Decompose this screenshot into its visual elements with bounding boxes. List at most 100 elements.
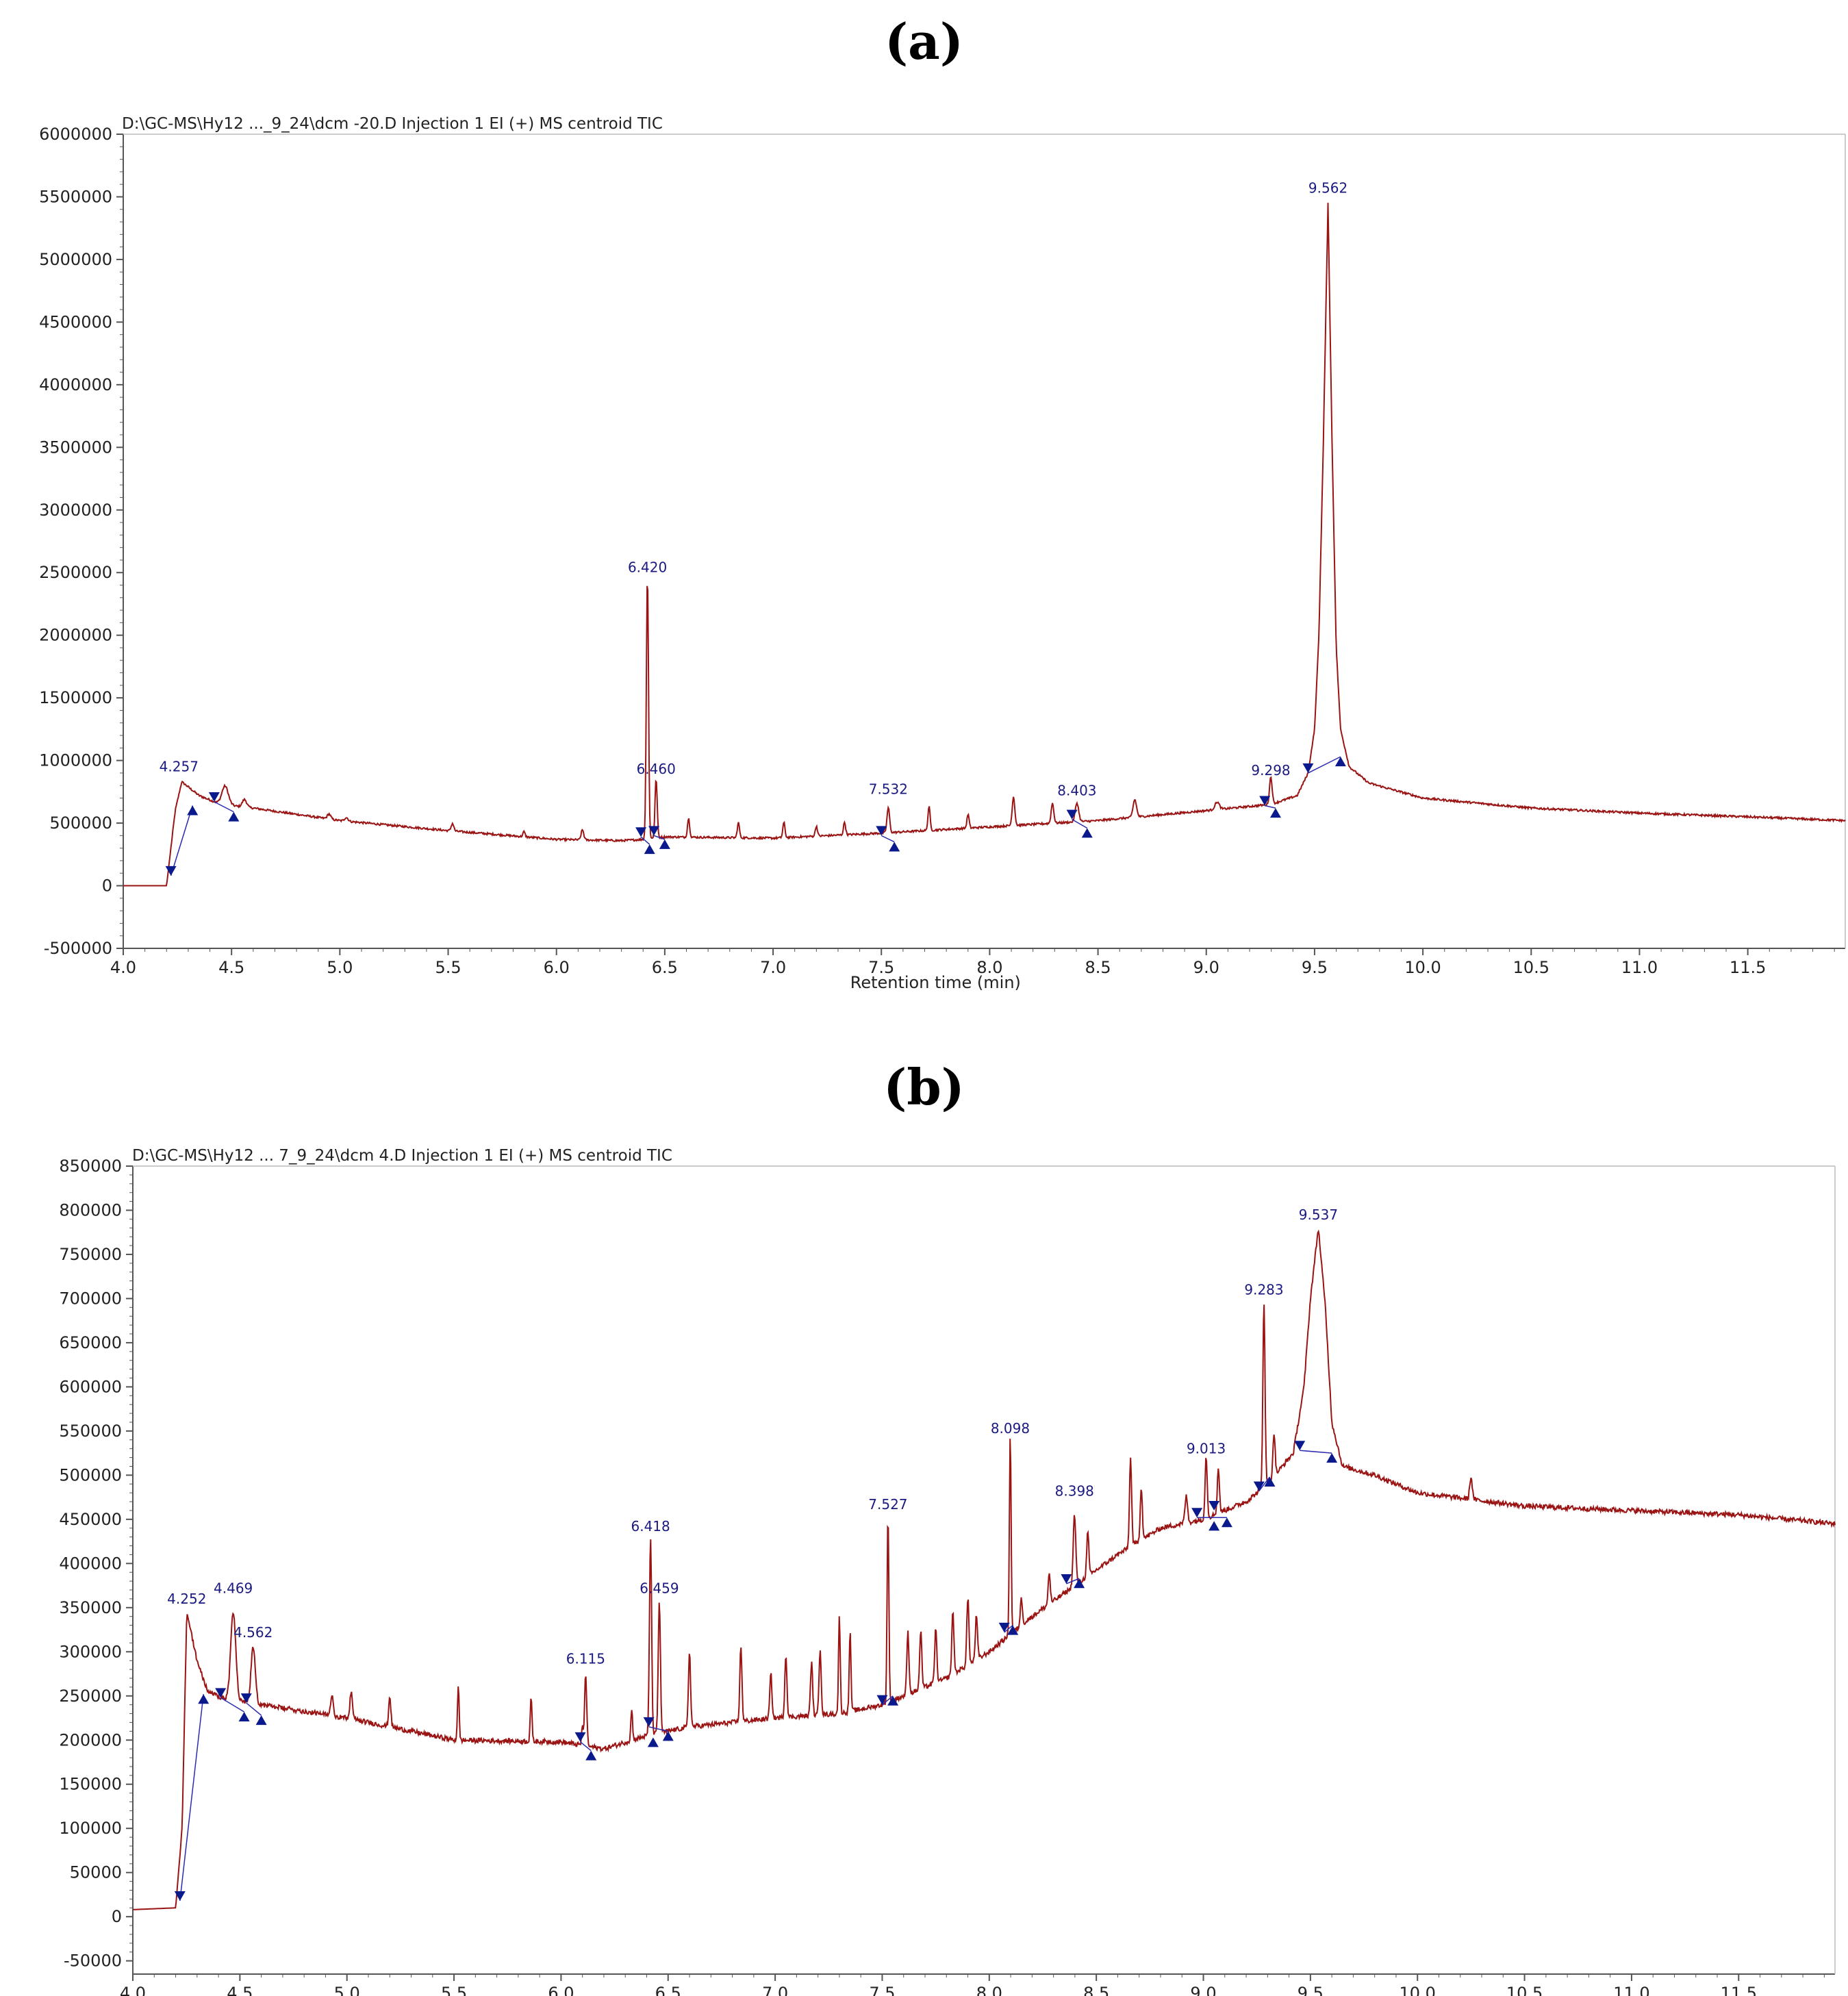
integration-baseline [1066,1578,1080,1584]
x-tick-label: 4.5 [218,958,244,977]
peak-start-marker [240,1693,252,1704]
peak-start-marker [643,1717,655,1727]
peak-end-marker [1264,1476,1276,1487]
x-tick-label: 6.0 [544,958,570,977]
y-tick-label: 100000 [59,1819,122,1838]
peak-end-marker [1326,1453,1338,1463]
x-tick-label: 7.0 [760,958,786,977]
peak-start-marker [574,1732,586,1742]
peak-end-marker [228,811,240,822]
y-tick-label: 1000000 [39,751,112,770]
peak-label: 8.098 [991,1420,1030,1437]
x-tick-label: 5.0 [327,958,353,977]
y-tick-label: 3000000 [39,501,112,520]
peak-end-marker [1007,1625,1019,1635]
integration-baseline [1265,805,1276,809]
peak-label: 6.460 [637,761,676,777]
x-tick-label: 11.5 [1730,958,1766,977]
chart-title: D:\GC-MS\Hy12 ..._9_24\dcm -20.D Injecti… [122,115,663,133]
chart-panel-b: D:\GC-MS\Hy12 ... 7_9_24\dcm 4.D Injecti… [59,1147,1836,1996]
y-tick-label: -50000 [64,1951,122,1971]
integration-baseline [220,1697,244,1713]
integration-baseline [1308,756,1341,774]
x-tick-label: 4.5 [227,1984,253,1996]
peak-start-marker [1208,1500,1220,1511]
peak-label: 4.257 [160,759,199,775]
x-tick-label: 6.0 [548,1984,574,1996]
peak-end-marker [647,1737,659,1747]
y-tick-label: 250000 [59,1687,122,1706]
y-tick-label: 2500000 [39,563,112,582]
y-tick-label: 1500000 [39,688,112,707]
y-tick-label: 6000000 [39,125,112,144]
y-tick-label: 500000 [59,1465,122,1485]
peak-start-marker [1259,796,1271,806]
peak-end-marker [887,1695,899,1706]
y-tick-label: 0 [112,1907,122,1926]
y-tick-label: 4500000 [39,312,112,331]
integration-baseline [653,835,666,840]
x-tick-label: 11.0 [1613,1984,1649,1996]
x-tick-label: 8.5 [1085,958,1111,977]
peak-end-marker [644,844,655,855]
y-tick-label: 200000 [59,1730,122,1749]
y-tick-label: 3500000 [39,438,112,457]
y-tick-label: 4000000 [39,375,112,394]
peak-start-marker [1066,809,1078,820]
y-tick-label: 300000 [59,1642,122,1661]
x-tick-label: 10.5 [1513,958,1549,977]
peak-end-marker [1208,1521,1220,1531]
y-tick-label: 5500000 [39,187,112,206]
x-tick-label: 5.5 [441,1984,467,1996]
peak-end-marker [1269,808,1281,818]
peak-start-marker [208,792,220,802]
y-tick-label: 350000 [59,1598,122,1617]
tic-trace [123,203,1846,887]
integration-baseline [648,1726,668,1732]
integration-baseline [214,801,234,813]
integration-baseline [640,836,650,845]
y-tick-label: 800000 [59,1200,122,1220]
y-tick-label: 150000 [59,1775,122,1794]
peak-label: 8.403 [1057,782,1096,798]
x-axis-label: Retention time (min) [850,973,1021,992]
x-tick-label: 9.5 [1298,1984,1324,1996]
y-tick-label: 5000000 [39,250,112,269]
x-tick-label: 6.5 [655,1984,681,1996]
peak-start-marker [215,1688,227,1698]
peak-label: 9.562 [1308,179,1347,196]
x-tick-label: 10.0 [1404,958,1441,977]
y-tick-label: 400000 [59,1554,122,1573]
x-tick-label: 9.0 [1190,1984,1216,1996]
x-tick-label: 5.5 [435,958,461,977]
y-tick-label: 650000 [59,1333,122,1352]
x-tick-label: 7.5 [868,958,894,977]
y-tick-label: 500000 [49,813,112,833]
peak-end-marker [585,1750,597,1760]
peak-label: 4.562 [233,1624,273,1641]
peak-start-marker [1191,1508,1203,1518]
peak-label: 9.013 [1187,1441,1226,1457]
peak-label: 9.298 [1251,762,1290,779]
x-tick-label: 9.5 [1302,958,1328,977]
peak-start-marker [648,826,660,836]
x-tick-label: 4.0 [110,958,136,977]
peak-start-marker [1294,1441,1306,1451]
peak-end-marker [1074,1578,1085,1589]
peak-end-marker [1081,828,1093,838]
peak-label: 6.459 [640,1580,679,1596]
integration-baseline [179,1694,204,1902]
peak-label: 7.532 [869,781,908,797]
integration-baseline [881,1695,894,1706]
x-tick-label: 5.0 [334,1984,360,1996]
peak-label: 6.420 [628,559,667,576]
y-tick-label: 700000 [59,1289,122,1308]
integration-baseline [1072,818,1088,829]
y-tick-label: 0 [102,876,112,896]
peak-end-marker [662,1731,674,1741]
peak-start-marker [998,1622,1010,1632]
peak-start-marker [1253,1481,1265,1491]
chart-panel-a: D:\GC-MS\Hy12 ..._9_24\dcm -20.D Injecti… [39,115,1846,992]
peak-start-marker [165,866,177,876]
